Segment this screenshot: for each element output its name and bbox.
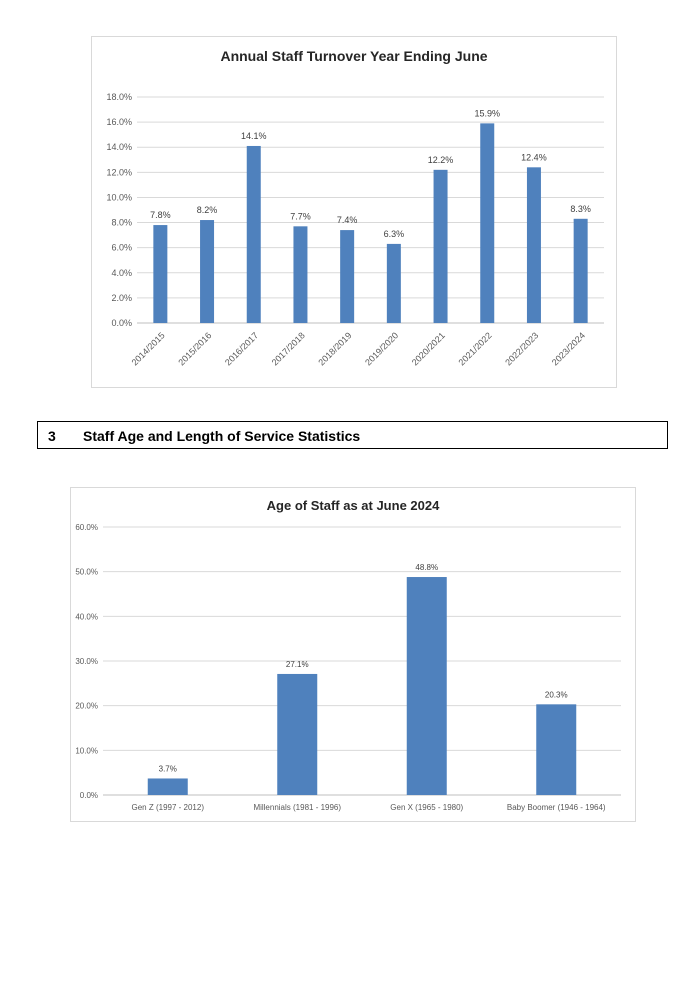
bar: [147, 778, 188, 795]
x-tick-label: 2015/2016: [176, 330, 213, 367]
x-tick-label: 2023/2024: [550, 330, 587, 367]
data-label: 14.1%: [241, 131, 267, 141]
x-tick-label: Baby Boomer (1946 - 1964): [507, 803, 606, 812]
data-label: 15.9%: [474, 108, 500, 118]
y-tick-label: 20.0%: [75, 702, 98, 711]
x-tick-label: 2019/2020: [363, 330, 400, 367]
bar: [246, 145, 261, 323]
bar: [200, 220, 215, 323]
y-tick-label: 4.0%: [111, 268, 132, 278]
bar: [526, 167, 541, 323]
data-label: 7.7%: [290, 211, 311, 221]
y-tick-label: 14.0%: [106, 142, 132, 152]
chart-title: Age of Staff as at June 2024: [267, 498, 440, 513]
y-tick-label: 50.0%: [75, 568, 98, 577]
y-tick-label: 8.0%: [111, 218, 132, 228]
data-label: 48.8%: [415, 563, 438, 572]
data-label: 3.7%: [159, 764, 177, 773]
section-number: 3: [48, 428, 56, 444]
data-label: 12.4%: [521, 152, 547, 162]
x-tick-label: 2022/2023: [503, 330, 540, 367]
y-tick-label: 60.0%: [75, 523, 98, 532]
y-tick-label: 2.0%: [111, 293, 132, 303]
y-tick-label: 12.0%: [106, 167, 132, 177]
y-tick-label: 0.0%: [80, 791, 98, 800]
age-chart: Age of Staff as at June 2024 0.0% 10.0% 20.…: [70, 487, 636, 822]
data-label: 7.4%: [337, 215, 358, 225]
x-tick-label: 2016/2017: [223, 330, 260, 367]
y-tick-label: 40.0%: [75, 612, 98, 621]
section-title: Staff Age and Length of Service Statisti…: [83, 428, 361, 444]
y-tick-label: 10.0%: [75, 746, 98, 755]
data-label: 8.3%: [570, 204, 591, 214]
bar: [406, 577, 447, 795]
section-heading: 3 Staff Age and Length of Service Statis…: [37, 421, 668, 449]
data-label: 6.3%: [384, 229, 405, 239]
data-label: 20.3%: [545, 690, 568, 699]
bar: [293, 226, 308, 323]
y-tick-label: 30.0%: [75, 657, 98, 666]
age-chart-svg: Age of Staff as at June 2024 0.0% 10.0% 20.…: [75, 498, 621, 812]
x-tick-label: 2018/2019: [316, 330, 353, 367]
data-label: 8.2%: [197, 205, 218, 215]
x-tick-label: 2020/2021: [410, 330, 447, 367]
chart-title: Annual Staff Turnover Year Ending June: [220, 48, 487, 64]
x-tick-label: 2014/2015: [130, 330, 167, 367]
x-tick-label: 2021/2022: [457, 330, 494, 367]
bar: [386, 243, 401, 323]
bar: [433, 169, 448, 323]
y-tick-label: 10.0%: [106, 192, 132, 202]
y-tick-label: 18.0%: [106, 92, 132, 102]
turnover-chart: Annual Staff Turnover Year Ending June 0.…: [91, 36, 617, 388]
x-tick-label: Gen X (1965 - 1980): [390, 803, 463, 812]
y-tick-label: 0.0%: [111, 318, 132, 328]
y-tick-label: 6.0%: [111, 243, 132, 253]
bar: [536, 704, 577, 795]
data-label: 12.2%: [428, 155, 454, 165]
bar: [573, 218, 588, 323]
bar: [340, 230, 355, 323]
x-tick-label: Gen Z (1997 - 2012): [132, 803, 205, 812]
y-tick-label: 16.0%: [106, 117, 132, 127]
data-label: 27.1%: [286, 660, 309, 669]
bar: [153, 225, 168, 323]
x-tick-label: 2017/2018: [270, 330, 307, 367]
data-label: 7.8%: [150, 210, 171, 220]
bar: [480, 123, 495, 323]
bar: [277, 673, 318, 795]
turnover-chart-svg: Annual Staff Turnover Year Ending June 0.…: [106, 48, 604, 367]
x-tick-label: Millennials (1981 - 1996): [253, 803, 341, 812]
